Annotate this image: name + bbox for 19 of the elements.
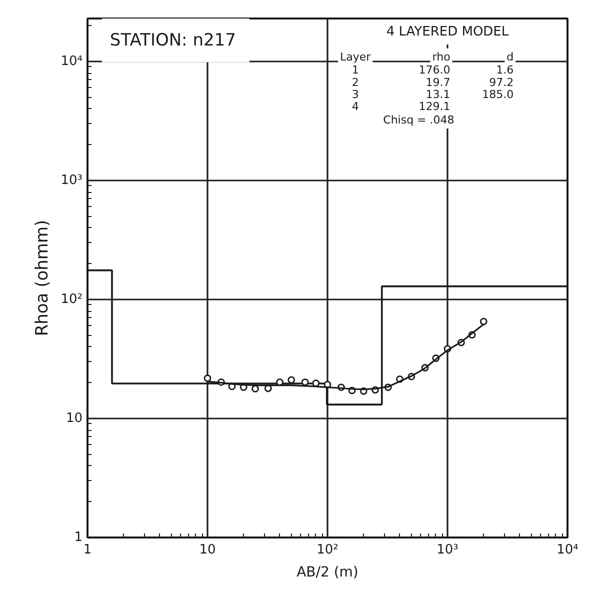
x-tick-label: 10: [199, 542, 216, 558]
x-axis-title: AB/2 (m): [296, 564, 358, 580]
annotation: 4 LAYERED MODEL: [386, 24, 510, 40]
y-tick-label: 10²: [60, 292, 83, 308]
y-axis-title: Rhoa (ohmm): [32, 220, 53, 336]
text: 2 19.7 97.2: [352, 76, 514, 89]
x-tick-label: 10³: [436, 542, 458, 558]
text: 4 129.1: [352, 100, 450, 114]
x-tick-label: 10⁴: [556, 542, 578, 558]
annotation: STATION: n217: [110, 30, 236, 50]
y-tick-label: 10³: [60, 173, 83, 188]
text: Layer rho d: [340, 50, 514, 64]
annotation: Chisq = .048: [383, 113, 454, 126]
y-tick-label: 10⁴: [60, 54, 83, 70]
y-tick-label: 1: [74, 530, 83, 545]
x-tick-label: 10²: [316, 542, 338, 558]
y-tick-label: 10: [66, 411, 83, 426]
text: 1 176.0 1.6: [352, 64, 514, 77]
text: 3 13.1 185.0: [352, 88, 514, 101]
